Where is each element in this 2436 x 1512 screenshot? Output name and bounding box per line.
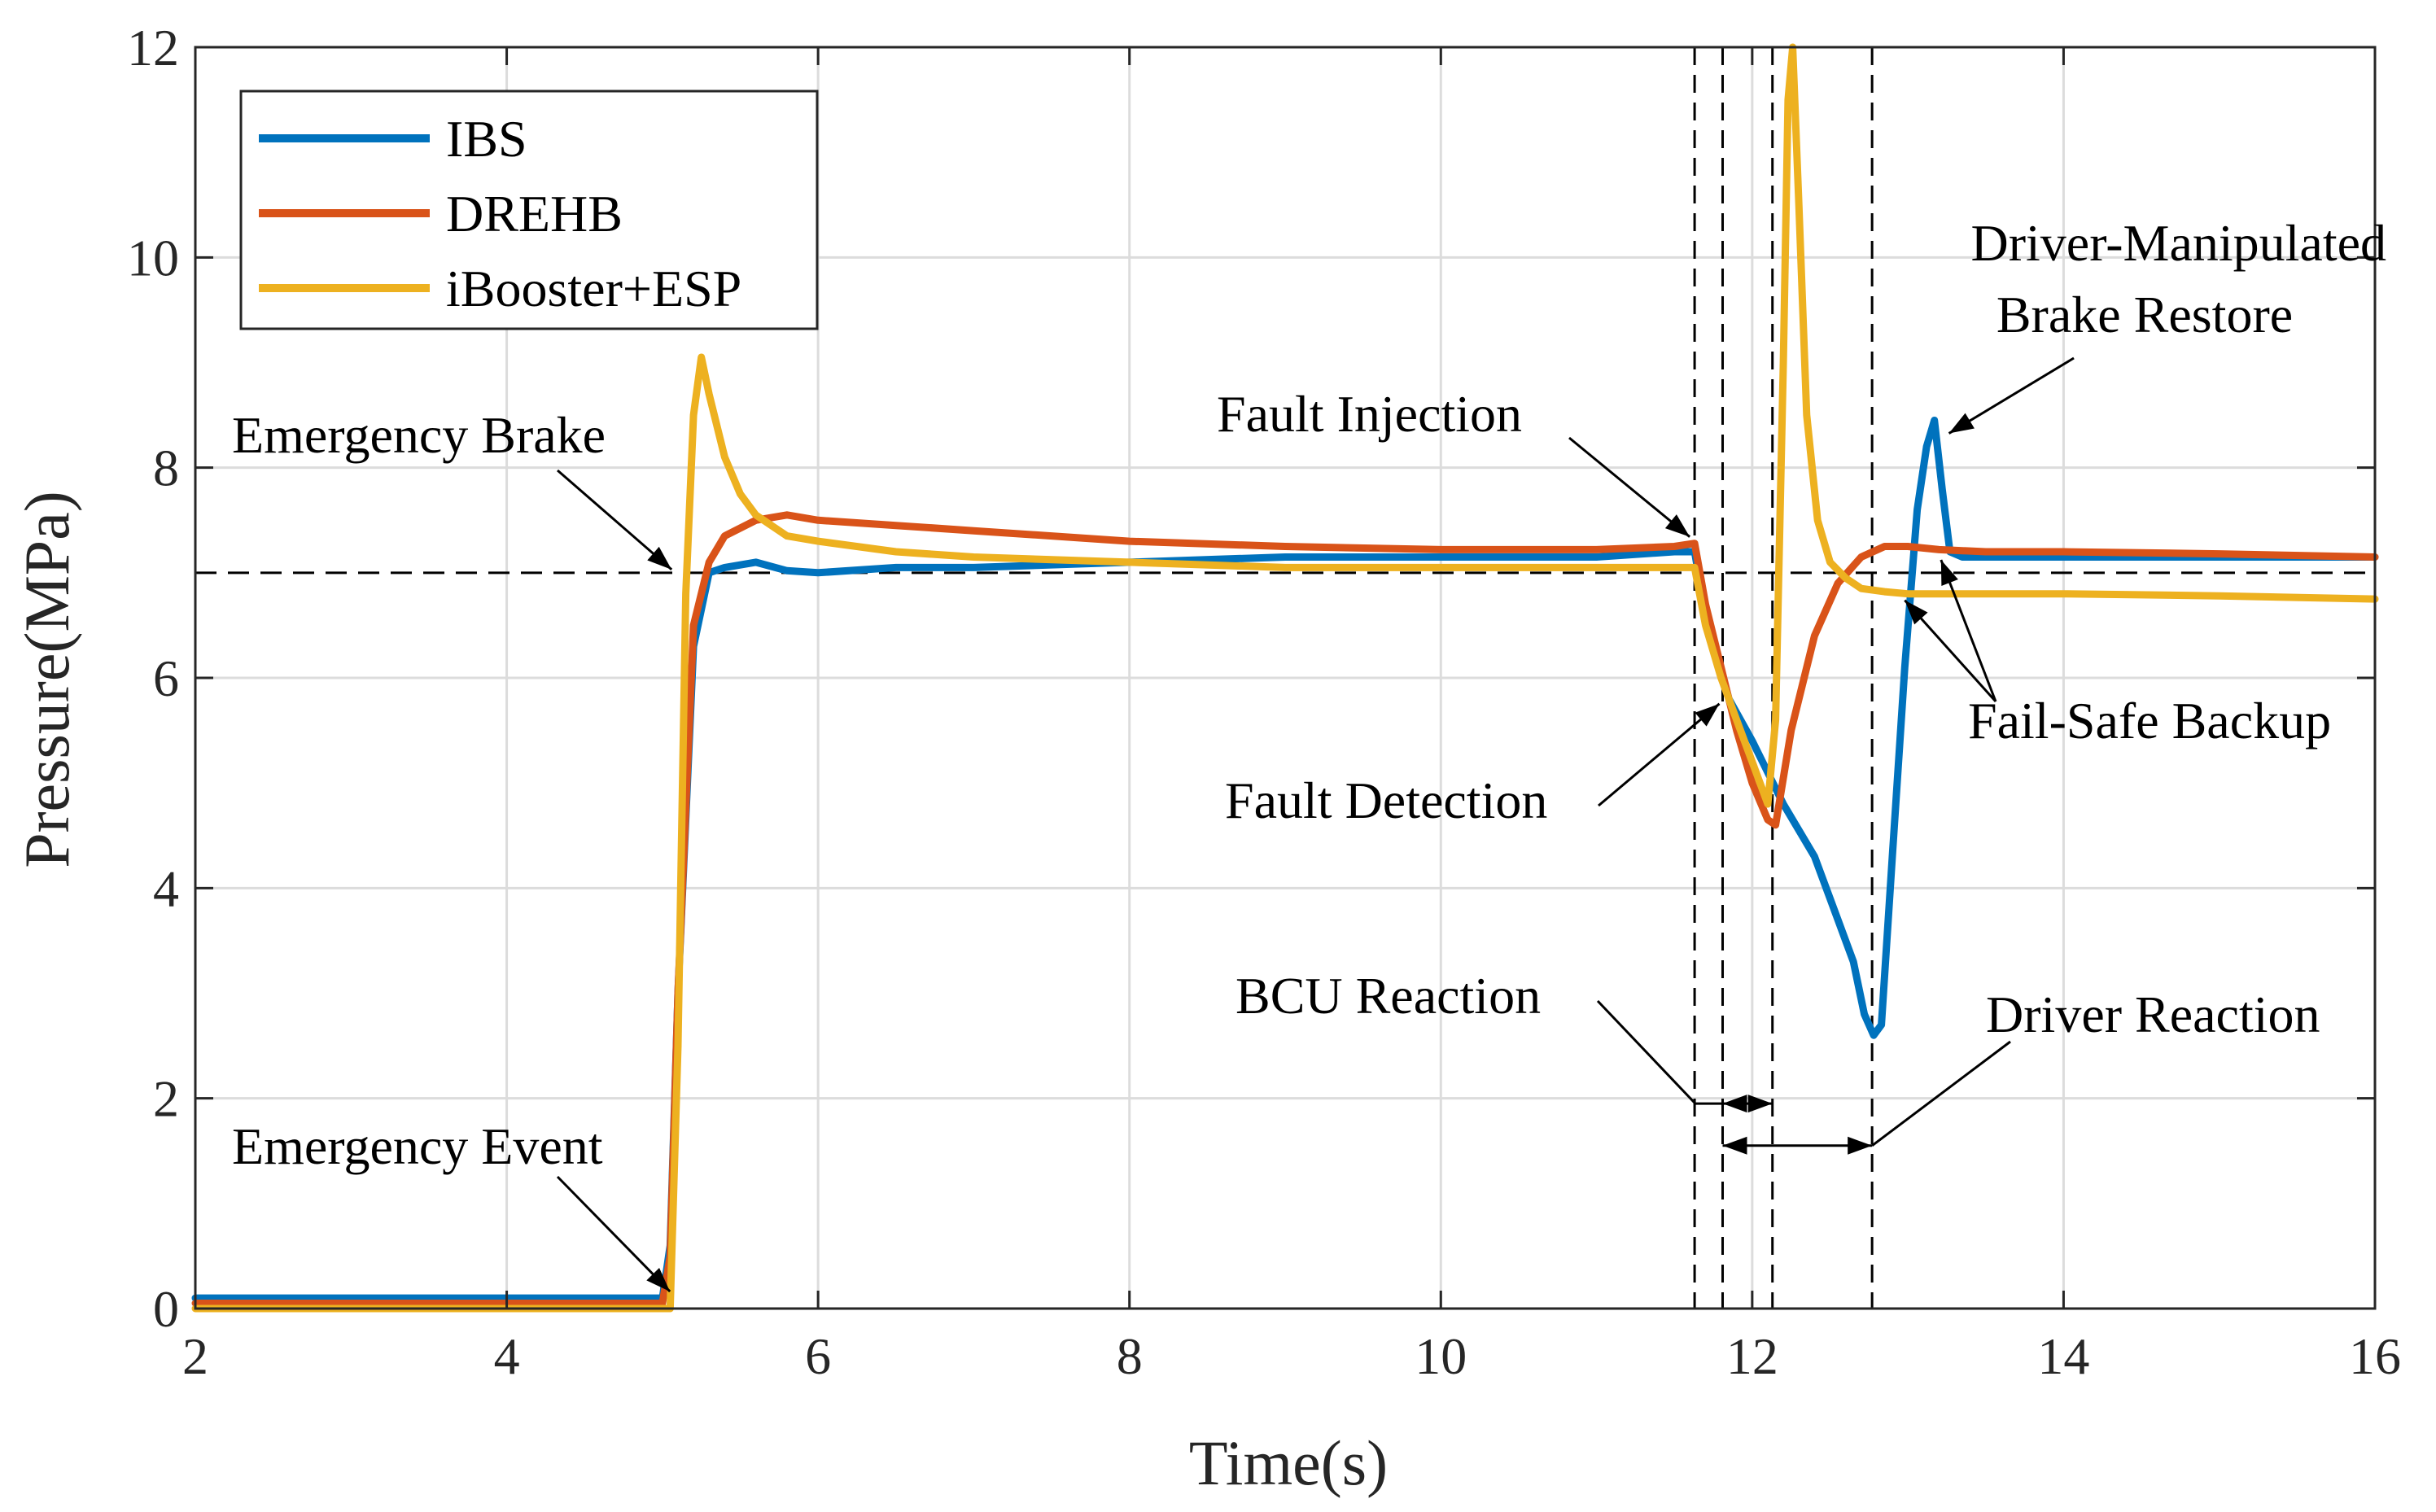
leader-driver-reaction (1871, 1040, 2011, 1147)
leader-bcu-reaction (1596, 999, 1723, 1105)
y-tick-label: 2 (153, 1070, 179, 1128)
arrow-driver-restore-head (1948, 413, 1975, 434)
annotation-bcu-reaction: BCU Reaction (1235, 967, 1541, 1025)
arrow-fault-injection-head (1664, 514, 1690, 537)
y-tick-label: 0 (153, 1280, 179, 1338)
span-bcu-head-left (1722, 1095, 1747, 1113)
y-tick-label: 4 (153, 859, 179, 917)
legend-label-drehb: DREHB (446, 185, 623, 243)
x-axis-label: Time(s) (1189, 1427, 1388, 1498)
arrow-fail-safe-1-head (1940, 560, 1958, 586)
x-tick-label: 4 (494, 1327, 520, 1385)
arrow-fail-safe-2-head (1905, 600, 1928, 625)
reference-lines (195, 47, 2375, 1309)
series-group (191, 43, 2379, 1313)
arrow-emergency-event (556, 1175, 671, 1293)
x-tick-label: 8 (1117, 1327, 1143, 1385)
series-line-ibooster-esp (191, 43, 2379, 1313)
arrow-fail-safe-1 (1940, 559, 1997, 702)
annotation-driver-reaction: Driver Reaction (1986, 985, 2320, 1043)
arrow-fault-detection-head (1695, 703, 1720, 727)
annotation-driver-restore-line1: Driver-Manipulated (1970, 214, 2386, 272)
series-line-ibs (191, 417, 2379, 1302)
annotation-fault-detection: Fault Detection (1225, 771, 1547, 829)
x-tick-label: 2 (182, 1327, 208, 1385)
annotation-driver-restore-line2: Brake Restore (1996, 286, 2293, 343)
span-driver-head-right (1848, 1136, 1873, 1155)
legend-label-ibooster-esp: iBooster+ESP (446, 260, 741, 317)
x-tick-label: 10 (1415, 1327, 1467, 1385)
x-tick-label: 6 (805, 1327, 831, 1385)
annotation-arrows (556, 356, 2075, 1293)
annotation-fault-injection: Fault Injection (1217, 385, 1522, 443)
arrow-fault-detection (1598, 702, 1721, 807)
span-bcu-head-right (1747, 1095, 1773, 1113)
arrow-fault-injection (1568, 436, 1691, 538)
annotation-emergency-event: Emergency Event (232, 1117, 603, 1175)
arrow-emergency-brake-head (647, 546, 672, 570)
x-tick-label: 16 (2349, 1327, 2401, 1385)
arrow-emergency-event-head (646, 1267, 671, 1292)
x-tick-label: 12 (1726, 1327, 1778, 1385)
y-tick-label: 10 (127, 229, 179, 286)
span-driver-head-left (1722, 1136, 1747, 1155)
annotation-fail-safe: Fail-Safe Backup (1968, 692, 2331, 749)
y-axis-label: Pressure(MPa) (11, 491, 82, 868)
legend: IBS DREHB iBooster+ESP (239, 90, 819, 330)
x-tick-label: 14 (2037, 1327, 2089, 1385)
annotation-emergency-brake: Emergency Brake (232, 406, 606, 464)
y-tick-label: 12 (127, 19, 179, 76)
y-tick-label: 6 (153, 649, 179, 707)
annotation-labels: Emergency Brake Emergency Event Fault In… (232, 214, 2386, 1175)
legend-label-ibs: IBS (446, 110, 527, 168)
y-tick-label: 8 (153, 439, 179, 497)
series-line-drehb (191, 511, 2379, 1307)
arrow-emergency-brake (557, 469, 673, 570)
